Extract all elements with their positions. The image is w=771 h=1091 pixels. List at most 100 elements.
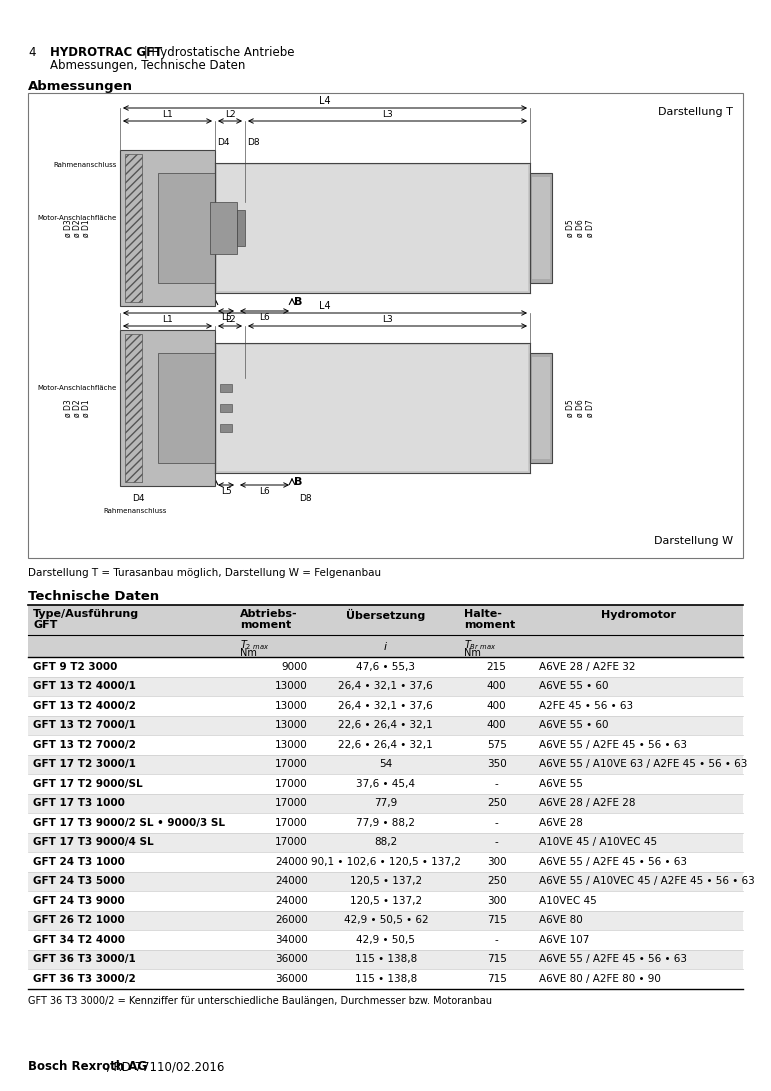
Bar	[28, 696, 743, 716]
Text: 34000: 34000	[274, 935, 308, 945]
Text: moment: moment	[241, 620, 291, 630]
Bar	[158, 353, 215, 463]
Text: 17000: 17000	[274, 799, 308, 808]
Text: GFT 17 T3 9000/2 SL • 9000/3 SL: GFT 17 T3 9000/2 SL • 9000/3 SL	[33, 818, 225, 828]
Bar	[532, 357, 550, 459]
Bar	[28, 755, 743, 774]
Text: 24000: 24000	[274, 896, 308, 906]
Text: Übersetzung: Übersetzung	[346, 609, 426, 621]
Text: ø D2: ø D2	[72, 399, 82, 417]
Text: L4: L4	[319, 96, 331, 106]
Text: A: A	[204, 477, 214, 487]
Text: 17000: 17000	[274, 779, 308, 789]
Text: 300: 300	[487, 896, 507, 906]
Text: 115 • 138,8: 115 • 138,8	[355, 955, 417, 964]
Text: ø D7: ø D7	[585, 219, 594, 237]
Text: 120,5 • 137,2: 120,5 • 137,2	[350, 876, 422, 886]
Text: moment: moment	[464, 620, 515, 630]
Text: GFT 13 T2 7000/2: GFT 13 T2 7000/2	[33, 740, 136, 750]
Text: 17000: 17000	[274, 818, 308, 828]
Bar	[28, 911, 743, 930]
Text: GFT 24 T3 5000: GFT 24 T3 5000	[33, 876, 125, 886]
Text: A6VE 107: A6VE 107	[539, 935, 590, 945]
Text: L1: L1	[162, 315, 173, 324]
Bar	[217, 345, 528, 471]
Text: L5: L5	[221, 313, 231, 322]
Text: 17000: 17000	[274, 759, 308, 769]
Text: 715: 715	[487, 915, 507, 925]
Bar	[28, 969, 743, 988]
Bar	[158, 173, 215, 283]
Text: L3: L3	[382, 110, 393, 119]
Bar	[530, 173, 552, 283]
Text: 13000: 13000	[274, 700, 308, 710]
Text: ø D6: ø D6	[575, 219, 584, 237]
Text: -: -	[495, 837, 499, 848]
Text: Abmessungen: Abmessungen	[28, 80, 133, 93]
Text: L6: L6	[259, 487, 270, 496]
Text: ø D5: ø D5	[565, 219, 574, 237]
Text: ø D6: ø D6	[575, 399, 584, 417]
Text: A: A	[204, 297, 214, 307]
Text: Hydromotor: Hydromotor	[601, 610, 676, 620]
Text: D4: D4	[217, 137, 230, 147]
Text: B: B	[294, 477, 302, 487]
Text: A6VE 28 / A2FE 28: A6VE 28 / A2FE 28	[539, 799, 636, 808]
Bar	[28, 635, 743, 657]
Text: Rahmenanschluss: Rahmenanschluss	[54, 161, 117, 168]
Bar	[28, 813, 743, 832]
Text: GFT 9 T2 3000: GFT 9 T2 3000	[33, 662, 117, 672]
Text: GFT 17 T3 9000/4 SL: GFT 17 T3 9000/4 SL	[33, 837, 153, 848]
Bar	[220, 404, 232, 412]
Bar	[125, 154, 142, 302]
Text: Halte-: Halte-	[464, 609, 502, 619]
Text: GFT 13 T2 4000/2: GFT 13 T2 4000/2	[33, 700, 136, 710]
Text: Motor-Anschlachfläche: Motor-Anschlachfläche	[38, 215, 117, 221]
Text: , RD 77110/02.2016: , RD 77110/02.2016	[106, 1060, 224, 1074]
Text: Nm: Nm	[464, 648, 481, 658]
Text: $T_{2\ max}$: $T_{2\ max}$	[241, 638, 270, 651]
Text: D4: D4	[132, 494, 144, 503]
Text: $T_{Br\ max}$: $T_{Br\ max}$	[464, 638, 497, 651]
Text: A6VE 80 / A2FE 80 • 90: A6VE 80 / A2FE 80 • 90	[539, 974, 661, 984]
Text: A6VE 55 / A2FE 45 • 56 • 63: A6VE 55 / A2FE 45 • 56 • 63	[539, 740, 687, 750]
Text: L5: L5	[221, 487, 231, 496]
Text: D8: D8	[247, 137, 260, 147]
Text: A6VE 80: A6VE 80	[539, 915, 583, 925]
Text: 77,9 • 88,2: 77,9 • 88,2	[356, 818, 416, 828]
Text: GFT 13 T2 7000/1: GFT 13 T2 7000/1	[33, 720, 136, 730]
Text: 37,6 • 45,4: 37,6 • 45,4	[356, 779, 416, 789]
Bar	[28, 657, 743, 676]
Text: A6VE 28: A6VE 28	[539, 818, 583, 828]
Text: 26,4 • 32,1 • 37,6: 26,4 • 32,1 • 37,6	[338, 700, 433, 710]
Text: -: -	[495, 779, 499, 789]
Text: GFT 17 T2 9000/SL: GFT 17 T2 9000/SL	[33, 779, 143, 789]
Text: Nm: Nm	[241, 648, 258, 658]
Text: ø D3: ø D3	[63, 219, 72, 237]
Text: GFT 36 T3 3000/2: GFT 36 T3 3000/2	[33, 974, 136, 984]
Text: -: -	[495, 935, 499, 945]
Text: 42,9 • 50,5 • 62: 42,9 • 50,5 • 62	[344, 915, 428, 925]
Bar	[28, 93, 743, 558]
Text: ø D2: ø D2	[72, 219, 82, 237]
Bar	[28, 949, 743, 969]
Text: 300: 300	[487, 856, 507, 866]
Text: 715: 715	[487, 974, 507, 984]
Bar	[120, 329, 215, 485]
Bar	[28, 606, 743, 635]
Text: A6VE 55 / A10VE 63 / A2FE 45 • 56 • 63: A6VE 55 / A10VE 63 / A2FE 45 • 56 • 63	[539, 759, 748, 769]
Text: A2FE 45 • 56 • 63: A2FE 45 • 56 • 63	[539, 700, 633, 710]
Text: 115 • 138,8: 115 • 138,8	[355, 974, 417, 984]
Bar	[28, 891, 743, 911]
Text: GFT 34 T2 4000: GFT 34 T2 4000	[33, 935, 125, 945]
Text: A6VE 55: A6VE 55	[539, 779, 583, 789]
Text: 120,5 • 137,2: 120,5 • 137,2	[350, 896, 422, 906]
Text: GFT 24 T3 9000: GFT 24 T3 9000	[33, 896, 125, 906]
Text: Darstellung T = Turasanbau möglich, Darstellung W = Felgenanbau: Darstellung T = Turasanbau möglich, Dars…	[28, 568, 381, 578]
Text: 4: 4	[28, 46, 35, 59]
Text: L1: L1	[162, 110, 173, 119]
Text: Darstellung T: Darstellung T	[658, 107, 733, 117]
Text: L2: L2	[224, 110, 235, 119]
Text: D8: D8	[298, 494, 311, 503]
Text: A10VE 45 / A10VEC 45: A10VE 45 / A10VEC 45	[539, 837, 658, 848]
